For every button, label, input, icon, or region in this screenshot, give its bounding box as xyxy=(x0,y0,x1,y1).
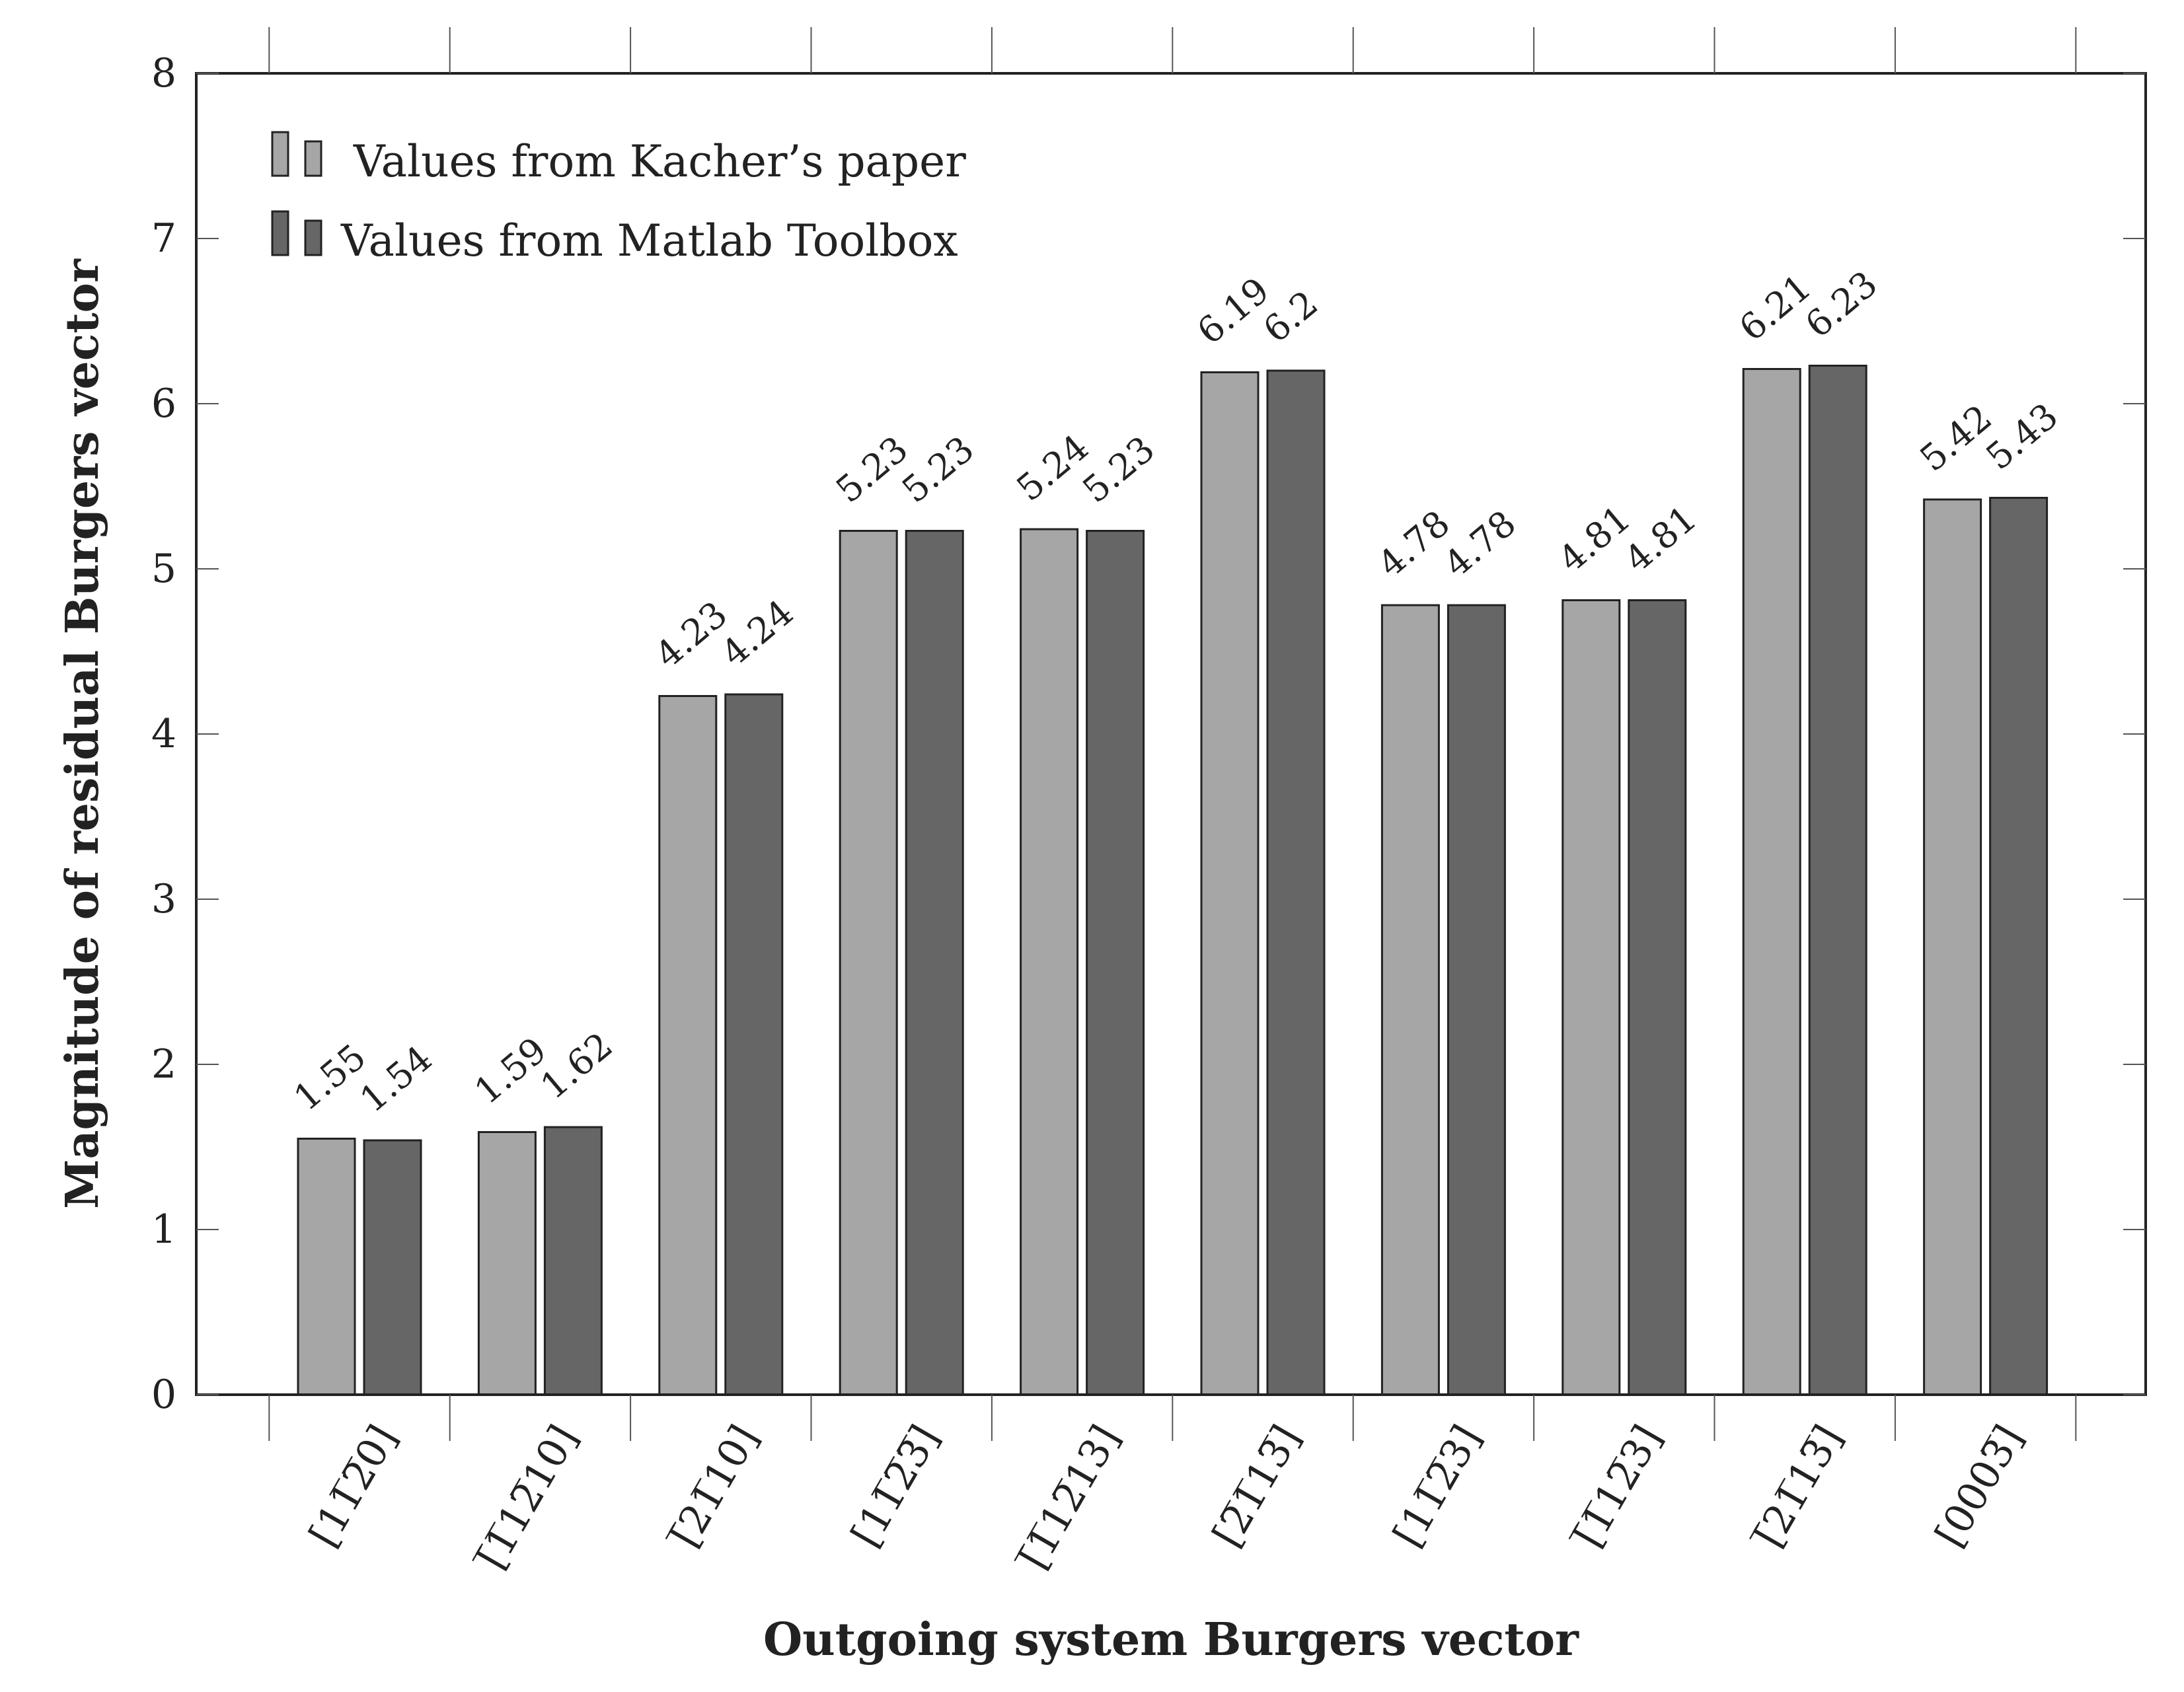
value-label-series-2: 1.62 xyxy=(533,1024,621,1107)
value-label-series-2: 5.23 xyxy=(1074,428,1162,511)
bar-series-2 xyxy=(363,1139,422,1396)
bar-series-1 xyxy=(1200,371,1260,1396)
x-tick-label: [̅1̅12̅3] xyxy=(1563,1418,1671,1559)
y-axis-title: Magnitude of residual Burgers vector xyxy=(56,258,109,1209)
value-label-series-1: 6.19 xyxy=(1189,270,1277,353)
legend-swatch-matlab-b xyxy=(304,219,322,256)
value-label-series-1: 1.55 xyxy=(286,1036,374,1119)
y-tick-label: 7 xyxy=(151,215,176,262)
legend-label-matlab: Values from Matlab Toolbox xyxy=(340,215,958,266)
bar-series-2 xyxy=(1989,497,2049,1396)
bar-series-1 xyxy=(297,1138,356,1396)
legend: Values from Kacher’s paper Values from M… xyxy=(271,131,966,266)
value-label-series-1: 5.24 xyxy=(1008,426,1096,509)
bars-layer xyxy=(297,365,2049,1396)
y-tick-label: 2 xyxy=(151,1041,176,1087)
x-tick-label: [2̅1̅13̅] xyxy=(1204,1418,1310,1555)
value-label-series-2: 5.23 xyxy=(894,428,982,511)
value-label-series-2: 4.78 xyxy=(1436,502,1524,585)
bar-series-2 xyxy=(1447,604,1506,1396)
bar-series-1 xyxy=(1562,599,1621,1396)
y-tick-label: 4 xyxy=(151,711,176,757)
x-tick-label: [̅1̅12̅10] xyxy=(467,1418,587,1581)
value-label-series-1: 5.42 xyxy=(1912,396,2000,480)
y-tick-label: 6 xyxy=(151,381,176,427)
value-label-series-1: 5.23 xyxy=(828,428,916,511)
x-tick-label: [11̅2̅3] xyxy=(1384,1418,1490,1555)
y-tick-label: 8 xyxy=(151,50,176,96)
value-label-series-2: 4.81 xyxy=(1617,497,1705,581)
y-tick-label: 0 xyxy=(151,1372,176,1418)
value-label-series-1: 4.23 xyxy=(648,593,735,677)
bar-series-2 xyxy=(1808,365,1867,1396)
bar-series-1 xyxy=(839,530,898,1396)
bar-series-1 xyxy=(1923,498,1982,1396)
bar-series-2 xyxy=(724,693,784,1396)
bar-series-2 xyxy=(543,1126,603,1396)
bar-series-1 xyxy=(1742,368,1801,1396)
value-label-series-2: 1.54 xyxy=(352,1037,440,1121)
legend-label-kacher: Values from Kacher’s paper xyxy=(353,136,966,187)
bar-series-2 xyxy=(1628,599,1687,1396)
value-label-series-1: 4.81 xyxy=(1551,497,1639,581)
x-tick-label: [̅21̅13̅] xyxy=(1744,1418,1852,1559)
y-tick-label: 5 xyxy=(151,546,176,592)
value-label-series-2: 5.43 xyxy=(1978,395,2066,478)
bar-series-1 xyxy=(1020,528,1079,1396)
x-tick-label: [0003̅] xyxy=(1926,1418,2032,1555)
value-label-series-2: 4.24 xyxy=(714,591,802,675)
bar-series-2 xyxy=(1266,369,1326,1396)
bar-series-1 xyxy=(477,1131,537,1396)
legend-swatch-matlab-a xyxy=(271,210,289,256)
bar-series-2 xyxy=(1086,530,1145,1396)
y-tick-label: 1 xyxy=(151,1206,176,1253)
bar-series-2 xyxy=(905,530,964,1396)
x-tick-label: [̅1̅12̅13] xyxy=(1008,1418,1129,1581)
x-tick-label: [11̅2̅0] xyxy=(301,1418,406,1555)
x-axis-title: Outgoing system Burgers vector xyxy=(763,1613,1579,1666)
value-label-series-2: 6.23 xyxy=(1797,263,1885,346)
x-tick-label: [11̅2̅3̅] xyxy=(843,1418,948,1555)
legend-swatch-kacher-a xyxy=(271,131,289,177)
bar-series-1 xyxy=(1380,604,1440,1396)
x-tick-label: [̅21̅10] xyxy=(659,1418,768,1559)
value-label-series-1: 4.78 xyxy=(1370,502,1458,585)
y-tick-label: 3 xyxy=(151,876,176,922)
legend-swatch-kacher-b xyxy=(304,140,322,177)
bar-series-1 xyxy=(658,695,718,1396)
